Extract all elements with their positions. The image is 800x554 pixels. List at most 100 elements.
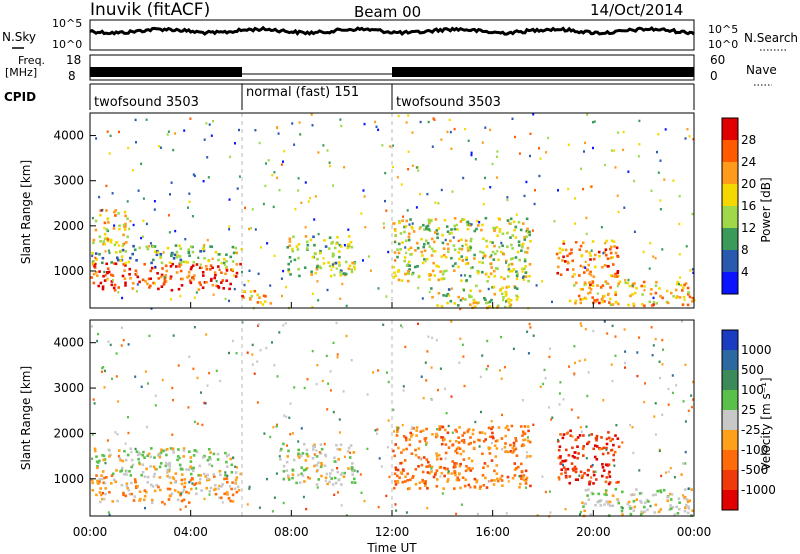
echo-cell [604,489,608,492]
echo-cell [527,439,530,443]
echo-cell [485,368,488,371]
echo-cell [101,454,104,457]
echo-cell [156,272,159,275]
echo-cell [536,514,539,517]
echo-cell [307,476,310,479]
echo-cell [493,292,497,296]
echo-cell [122,473,126,476]
echo-cell [314,252,317,256]
echo-cell [464,239,468,242]
echo-cell [616,284,619,288]
echo-cell [126,487,129,490]
echo-cell [99,487,102,490]
echo-cell [428,472,431,475]
echo-cell [339,297,342,300]
echo-cell [460,279,463,282]
echo-cell [515,213,518,216]
echo-cell [188,254,191,257]
echo-cell [155,483,159,487]
echo-cell [474,158,477,161]
echo-cell [150,266,154,270]
echo-cell [271,341,273,344]
echo-cell [627,303,630,307]
echo-cell [162,251,165,254]
echo-cell [585,232,588,236]
echo-cell [107,221,110,224]
echo-cell [114,431,117,434]
echo-cell [305,448,309,452]
echo-cell [573,373,576,377]
echo-cell [345,514,348,517]
echo-cell [410,273,414,276]
echo-cell [567,431,569,434]
echo-cell [479,485,482,488]
echo-cell [407,260,411,264]
echo-cell [507,297,510,301]
echo-cell [485,272,488,275]
echo-cell [253,289,257,293]
echo-cell [616,194,619,197]
colorbar-tick-label: -1000 [741,483,776,497]
echo-cell [247,279,250,283]
echo-cell [604,491,607,494]
echo-cell [163,278,167,282]
echo-cell [201,456,205,459]
echo-cell [151,485,155,488]
echo-cell [571,446,574,450]
echo-cell [159,146,162,149]
echo-cell [426,506,429,510]
echo-cell [511,247,514,250]
echo-cell [409,478,412,482]
echo-cell [482,256,484,260]
echo-cell [631,493,635,496]
echo-cell [138,451,141,455]
echo-cell [214,483,217,487]
echo-cell [340,504,343,507]
echo-cell [473,229,477,233]
echo-cell [488,452,492,455]
echo-cell [573,372,576,375]
echo-cell [469,486,472,489]
echo-cell [179,269,183,273]
echo-cell [228,228,231,231]
echo-cell [282,477,286,481]
echo-cell [417,286,420,290]
echo-cell [515,454,519,457]
echo-cell [414,448,417,452]
echo-cell [408,264,411,267]
echo-cell [416,241,419,245]
echo-cell [385,209,388,212]
echo-cell [523,438,527,441]
echo-cell [124,281,127,285]
echo-cell [436,428,439,431]
echo-cell [450,287,453,290]
echo-cell [451,190,454,193]
echo-cell [291,476,294,480]
echo-cell [506,198,509,202]
echo-cell [466,249,470,252]
echo-cell [607,463,611,466]
echo-cell [487,275,491,279]
echo-cell [596,500,599,504]
echo-cell [98,252,101,256]
echo-cell [544,490,547,494]
echo-cell [455,440,458,443]
echo-cell [332,410,335,414]
echo-cell [681,320,683,323]
echo-cell [164,464,168,468]
echo-cell [478,487,482,490]
echo-cell [604,280,608,283]
echo-cell [199,263,202,266]
echo-cell [607,472,610,476]
echo-cell [509,305,512,309]
echo-cell [526,246,530,250]
echo-cell [234,478,238,482]
echo-cell [414,468,418,471]
echo-cell [165,461,167,464]
echo-cell [569,434,573,437]
echo-cell [560,468,563,471]
echo-cell [177,490,180,494]
echo-cell [282,269,285,273]
colorbar-segment [722,350,738,371]
